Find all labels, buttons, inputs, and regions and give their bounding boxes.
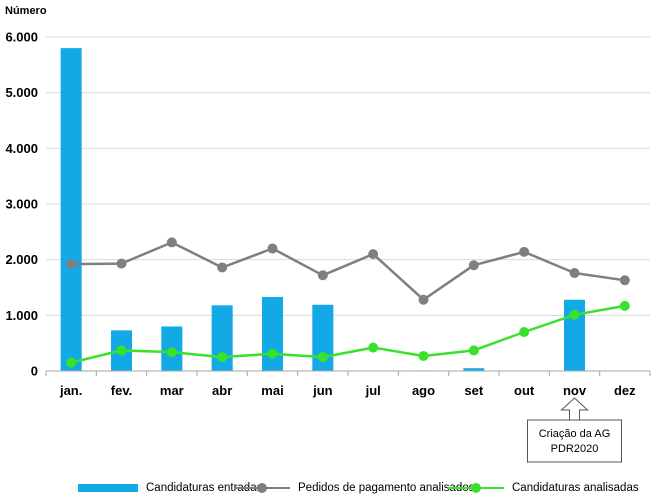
y-tick-labels: 0 1.000 2.000 3.000 4.000 5.000 6.000 (5, 30, 38, 379)
annotation-box (527, 419, 622, 463)
y-axis-label: Número (5, 5, 47, 17)
series-point (519, 246, 530, 257)
series-point (166, 347, 177, 358)
series-point (166, 237, 177, 248)
series-point (569, 268, 580, 279)
bar (262, 296, 283, 371)
legend-item-green-line: Candidaturas analisadas (448, 480, 639, 496)
x-axis (45, 370, 651, 376)
annotation: Criação da AG PDR2020 (527, 397, 622, 463)
series-point (317, 270, 328, 281)
series-point (368, 249, 379, 260)
bar-series (60, 48, 585, 372)
series-point (267, 243, 278, 254)
legend-item-bars: Candidaturas entradas (78, 480, 262, 496)
legend-swatch-line (234, 482, 290, 494)
series-point (66, 357, 77, 368)
legend-label: Pedidos de pagamento analisados (298, 482, 475, 494)
x-tick-label: jan. (59, 383, 82, 398)
legend-swatch-bar (78, 484, 138, 492)
bar (463, 368, 485, 371)
x-tick-label: jul (365, 383, 381, 398)
annotation-text: PDR2020 (551, 443, 599, 455)
series-point (368, 342, 379, 353)
y-tick-label: 6.000 (5, 30, 38, 45)
series-point (66, 259, 77, 270)
bar (60, 48, 82, 372)
series-point (217, 352, 228, 363)
legend-label: Candidaturas entradas (146, 482, 263, 494)
x-tick-label: out (514, 383, 535, 398)
x-tick-labels: jan. fev. mar abr mai jun jul ago set out nov dez (59, 383, 636, 398)
line-series (66, 237, 630, 368)
annotation-arrow (560, 397, 589, 421)
series-point (116, 345, 127, 356)
legend-item-grey-line: Pedidos de pagamento analisados (234, 480, 474, 496)
series-line (71, 241, 625, 301)
series-point (116, 258, 127, 269)
x-tick-label: set (464, 383, 483, 398)
y-tick-label: 3.000 (5, 197, 38, 212)
y-tick-label: 0 (31, 364, 38, 379)
series-point (619, 275, 630, 286)
x-tick-label: ago (412, 383, 435, 398)
series-point (569, 309, 580, 320)
series-point (418, 294, 429, 305)
series-point (217, 262, 228, 273)
x-tick-label: jun (312, 383, 333, 398)
chart: Número 0 1.000 2.000 3.000 4.000 5.000 6.000 j… (5, 5, 651, 463)
x-tick-label: mai (261, 383, 283, 398)
y-tick-label: 4.000 (5, 141, 38, 156)
annotation-text: Criação da AG (539, 428, 611, 440)
y-tick-label: 1.000 (5, 308, 38, 323)
gridlines (46, 36, 650, 316)
bar (312, 304, 334, 371)
y-tick-label: 2.000 (5, 252, 38, 267)
series-point (468, 345, 479, 356)
x-tick-label: abr (212, 383, 232, 398)
x-tick-label: dez (614, 383, 636, 398)
series-point (418, 350, 429, 361)
series-line (70, 304, 626, 364)
series-point (468, 260, 479, 271)
bar (211, 305, 233, 371)
series-point (619, 300, 630, 311)
legend: Candidaturas entradas Pedidos de pagamen… (0, 480, 658, 496)
series-point (267, 348, 278, 359)
legend-swatch-line (448, 482, 504, 494)
x-tick-label: mar (160, 383, 184, 398)
series-point (519, 327, 530, 338)
legend-label: Candidaturas analisadas (512, 482, 639, 494)
x-tick-label: fev. (111, 383, 132, 398)
series-point (317, 352, 328, 363)
x-tick-label: nov (563, 383, 587, 398)
y-tick-label: 5.000 (5, 85, 38, 100)
